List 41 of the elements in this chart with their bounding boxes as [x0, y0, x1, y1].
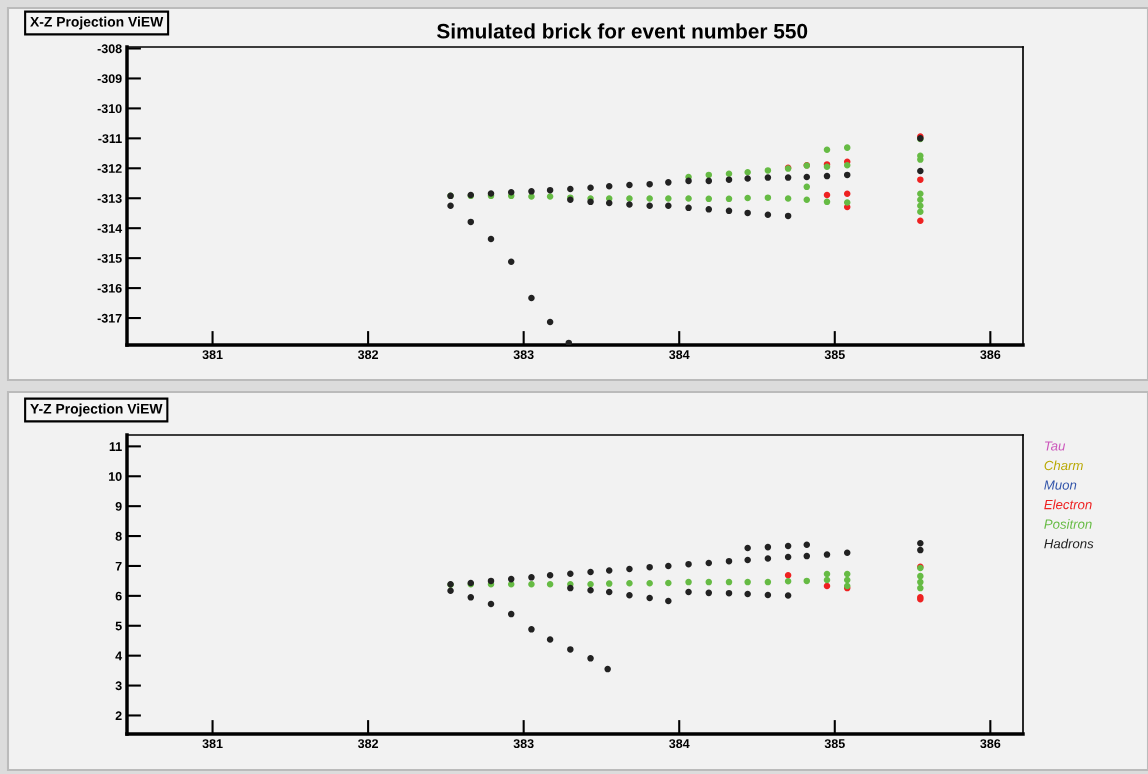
x-tick-label: 386 — [980, 739, 1001, 749]
y-tick-label: 3 — [115, 681, 122, 691]
y-tick-label: 7 — [115, 561, 122, 571]
x-tick-label: 384 — [669, 350, 690, 360]
x-tick-label: 384 — [669, 739, 690, 749]
y-tick-label: -316 — [97, 283, 122, 293]
text: Positron — [1044, 519, 1092, 529]
y-tick-label: 2 — [115, 711, 122, 720]
chart-title: Simulated brick for event number 550 — [437, 23, 808, 39]
text: Electron — [1044, 499, 1092, 510]
y-tick-label: -314 — [97, 224, 123, 233]
y-tick-label: 5 — [115, 621, 122, 631]
x-tick-label: 382 — [357, 350, 379, 360]
y-tick-label: -317 — [97, 313, 122, 323]
y-tick-label: 10 — [109, 472, 122, 481]
y-tick-label: 9 — [115, 501, 122, 511]
text: Hadrons — [1044, 538, 1094, 549]
y-tick-label: -308 — [97, 44, 122, 54]
x-tick-label: 385 — [824, 350, 845, 360]
y-tick-label: -309 — [97, 74, 122, 84]
legend-label: Muon — [1044, 480, 1077, 490]
y-tick-label: -312 — [97, 164, 122, 173]
y-tick-label: 4 — [115, 651, 123, 661]
x-tick-label: 382 — [357, 739, 379, 749]
legend-label: Tau — [1045, 441, 1066, 451]
y-tick-label: -313 — [97, 194, 122, 203]
x-tick-label: 385 — [824, 739, 845, 749]
y-tick-label: -311 — [98, 134, 122, 144]
x-tick-label: 386 — [980, 350, 1001, 360]
x-tick-label: 381 — [202, 739, 223, 749]
chart-subtitle: X-Z Projection ViEW — [30, 16, 164, 30]
y-tick-label: 6 — [115, 591, 122, 601]
x-tick-label: 383 — [513, 350, 534, 360]
y-tick-label: -315 — [97, 253, 122, 263]
y-tick-label: -310 — [97, 104, 122, 114]
x-tick-label: 383 — [513, 739, 534, 749]
y-tick-label: 11 — [109, 442, 122, 451]
legend-label: Charm — [1044, 460, 1083, 471]
chart-subtitle: Y-Z Projection ViEW — [30, 403, 163, 417]
y-tick-label: 8 — [115, 531, 122, 541]
x-tick-label: 381 — [202, 350, 223, 360]
